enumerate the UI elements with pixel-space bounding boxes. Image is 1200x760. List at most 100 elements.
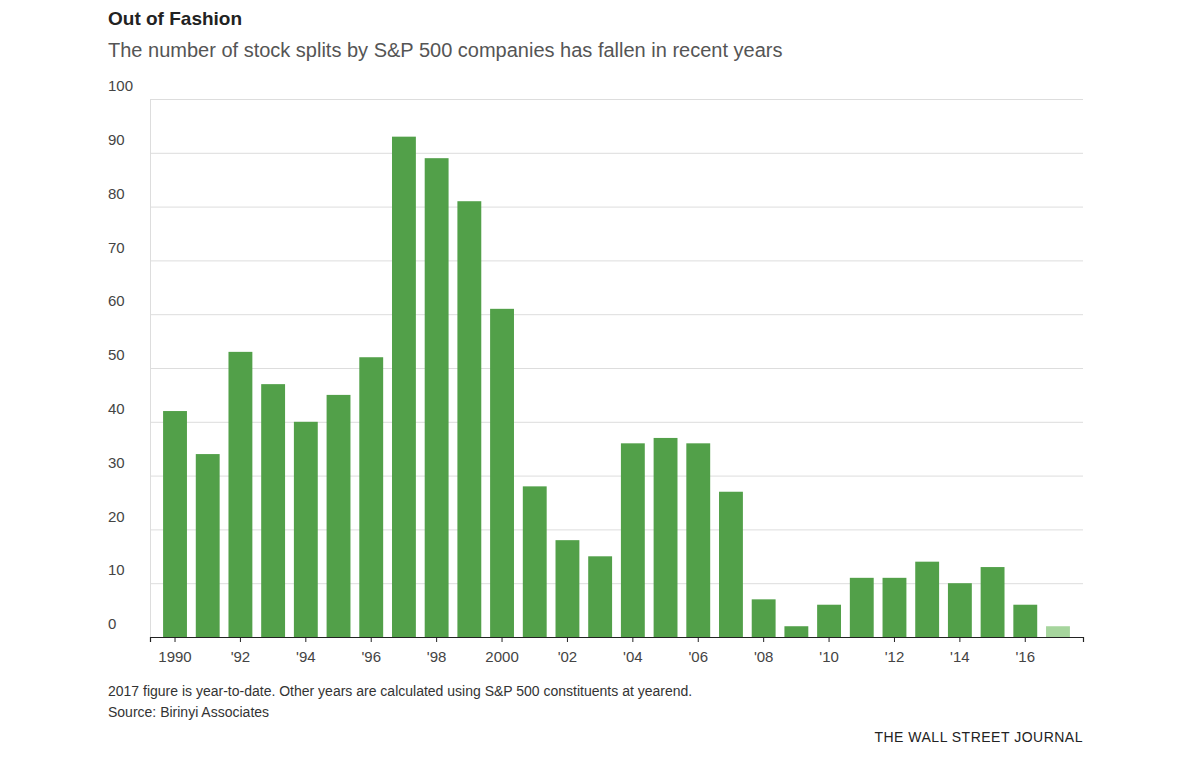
x-tick-mark bbox=[698, 637, 699, 642]
grid-line bbox=[150, 99, 1083, 100]
y-tick-label: 10 bbox=[108, 561, 125, 578]
x-tick-label: '02 bbox=[558, 648, 578, 665]
x-tick: '06 bbox=[688, 637, 708, 665]
x-tick-label: '10 bbox=[819, 648, 839, 665]
bar bbox=[784, 626, 808, 637]
y-tick: 100 bbox=[108, 77, 1083, 99]
x-tick-mark bbox=[829, 637, 830, 642]
bar bbox=[588, 556, 612, 637]
y-tick-label: 40 bbox=[108, 400, 125, 417]
grid-line bbox=[150, 153, 1083, 154]
x-tick-label: '16 bbox=[1015, 648, 1035, 665]
x-tick-label: '08 bbox=[754, 648, 774, 665]
x-tick: '92 bbox=[231, 637, 251, 665]
x-axis: 1990 '92 '94 '96 '98 2000 '02 '04 '06 '08 '10 '12 '1… bbox=[151, 637, 1084, 665]
bar bbox=[981, 567, 1005, 637]
y-tick: 80 bbox=[108, 185, 1083, 207]
bar bbox=[327, 395, 351, 637]
y-tick-label: 0 bbox=[108, 615, 116, 632]
x-tick-mark bbox=[959, 637, 960, 642]
x-tick-mark bbox=[436, 637, 437, 642]
x-tick: '98 bbox=[427, 637, 447, 665]
bar bbox=[196, 454, 220, 637]
bar bbox=[425, 158, 449, 637]
x-tick-label: '94 bbox=[296, 648, 316, 665]
bar bbox=[719, 492, 743, 637]
subtitle: The number of stock splits by S&P 500 co… bbox=[108, 39, 782, 61]
x-tick-label: '12 bbox=[885, 648, 905, 665]
y-tick: 50 bbox=[108, 346, 1083, 368]
bar bbox=[621, 443, 645, 637]
y-tick-label: 80 bbox=[108, 185, 125, 202]
x-tick: '02 bbox=[558, 637, 578, 665]
bar bbox=[654, 438, 678, 637]
note: Source: Birinyi Associates bbox=[108, 704, 269, 720]
bar bbox=[228, 352, 252, 637]
bar bbox=[752, 599, 776, 637]
x-tick-mark bbox=[1025, 637, 1026, 642]
y-tick: 60 bbox=[108, 292, 1083, 314]
y-tick: 20 bbox=[108, 508, 1083, 530]
x-tick-label: '04 bbox=[623, 648, 643, 665]
y-tick: 70 bbox=[108, 239, 1083, 261]
y-tick-label: 30 bbox=[108, 454, 125, 471]
y-tick: 40 bbox=[108, 400, 1083, 422]
bar bbox=[457, 201, 481, 637]
x-tick-mark bbox=[371, 637, 372, 642]
x-tick-label: '96 bbox=[361, 648, 381, 665]
bar bbox=[883, 578, 907, 637]
note: 2017 figure is year-to-date. Other years… bbox=[108, 683, 692, 699]
bar bbox=[686, 443, 710, 637]
y-axis-line bbox=[151, 100, 1084, 638]
bars bbox=[163, 137, 1070, 637]
y-axis: 0 10 20 30 40 50 60 70 80 90 100 bbox=[108, 77, 1083, 637]
y-tick-label: 50 bbox=[108, 346, 125, 363]
x-tick: '04 bbox=[623, 637, 643, 665]
x-tick: 2000 bbox=[485, 637, 518, 665]
x-tick-mark bbox=[175, 637, 176, 642]
grid-line bbox=[150, 422, 1083, 423]
grid-line bbox=[150, 368, 1083, 369]
x-tick: '08 bbox=[754, 637, 774, 665]
x-tick: '14 bbox=[950, 637, 970, 665]
bar bbox=[850, 578, 874, 637]
grid-line bbox=[150, 314, 1083, 315]
x-tick-label: 2000 bbox=[485, 648, 518, 665]
x-tick: 1990 bbox=[158, 637, 191, 665]
x-tick-label: '98 bbox=[427, 648, 447, 665]
grid-line bbox=[150, 583, 1083, 584]
y-tick-label: 70 bbox=[108, 239, 125, 256]
y-tick-label: 60 bbox=[108, 292, 125, 309]
x-tick-mark bbox=[240, 637, 241, 642]
bar bbox=[163, 411, 187, 637]
x-tick-mark bbox=[502, 637, 503, 642]
x-tick-label: '06 bbox=[688, 648, 708, 665]
x-tick-label: '14 bbox=[950, 648, 970, 665]
bar bbox=[294, 422, 318, 637]
x-tick: '16 bbox=[1015, 637, 1035, 665]
bar bbox=[490, 309, 514, 637]
x-axis-line bbox=[151, 638, 1084, 643]
credit: THE WALL STREET JOURNAL bbox=[874, 729, 1083, 745]
x-tick-mark bbox=[894, 637, 895, 642]
x-tick-mark bbox=[632, 637, 633, 642]
title: Out of Fashion bbox=[108, 8, 242, 29]
bar bbox=[1013, 605, 1037, 637]
grid-line bbox=[150, 476, 1083, 477]
x-tick-mark bbox=[567, 637, 568, 642]
x-tick: '94 bbox=[296, 637, 316, 665]
y-tick-label: 100 bbox=[108, 77, 133, 94]
x-tick-mark bbox=[763, 637, 764, 642]
x-tick-label: '92 bbox=[231, 648, 251, 665]
chart: Out of Fashion The number of stock splits… bbox=[0, 0, 1200, 760]
x-tick: '96 bbox=[361, 637, 381, 665]
grid-line bbox=[150, 207, 1083, 208]
grid-line bbox=[150, 529, 1083, 530]
bar bbox=[948, 583, 972, 637]
y-tick-label: 90 bbox=[108, 131, 125, 148]
bar bbox=[915, 562, 939, 637]
x-tick: '10 bbox=[819, 637, 839, 665]
bar bbox=[359, 357, 383, 637]
bar bbox=[1046, 626, 1070, 637]
y-tick: 30 bbox=[108, 454, 1083, 476]
